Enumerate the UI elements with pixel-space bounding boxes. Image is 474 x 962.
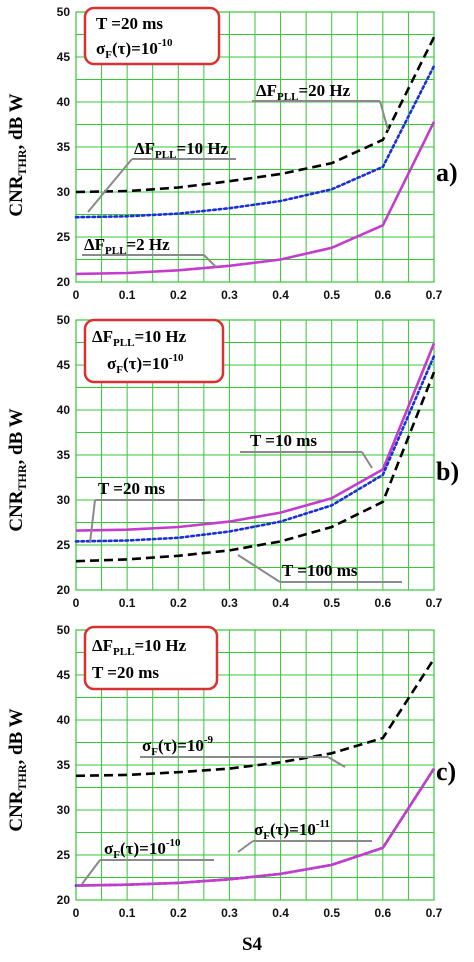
panel-c-series-solid-line	[75, 767, 436, 887]
panel-c-ticks: 0 0.1 0.2 0.3 0.4 0.5 0.6 0.7 20 25 30 35 40 45 50	[57, 623, 443, 920]
panel-a-label-2hz: ΔFPLL=2 Hz	[84, 235, 170, 257]
panel-a-x-tick-label: 0.5	[323, 288, 340, 302]
panel-a-ticks: 0 0.1 0.2 0.3 0.4 0.5 0.6 0.7 20 25 30 35 40 45 50	[57, 5, 443, 302]
panel-a-x-tick-label: 0	[73, 288, 80, 302]
panel-a-x-tick-label: 0.7	[426, 288, 443, 302]
panel-b-y-tick-label: 45	[57, 358, 71, 372]
panel-a-y-axis-label: CNRTHR, dB W	[6, 93, 29, 216]
panel-b-x-tick-label: 0	[73, 596, 80, 610]
panel-b-series-dotted-line	[74, 354, 436, 543]
panel-c-x-tick-label: 0	[73, 906, 80, 920]
panel-b-x-tick-label: 0.2	[170, 596, 187, 610]
panel-b-leader-10ms-diag	[361, 451, 373, 469]
panel-c-leader-10-diag	[81, 859, 101, 885]
panel-c-leader-11-diag	[237, 840, 254, 853]
panel-b: 0 0.1 0.2 0.3 0.4 0.5 0.6 0.7 20 25 30 35 40 45 50 CNR…	[6, 313, 459, 610]
panel-c-leader-9-diag	[327, 756, 346, 768]
panel-a-y-tick-label: 50	[57, 5, 71, 19]
panel-b-x-tick-label: 0.6	[375, 596, 392, 610]
panel-a-y-tick-label: 35	[57, 140, 71, 154]
panel-c-y-axis-label: CNRTHR, dB W	[6, 708, 29, 831]
panel-a-x-tick-label: 0.1	[119, 288, 136, 302]
panel-b-leader-100ms	[237, 554, 281, 583]
panel-c-x-tick-label: 0.5	[323, 906, 340, 920]
panel-b-series	[74, 342, 436, 563]
panel-c-x-tick-label: 0.7	[426, 906, 443, 920]
panel-c-info-box	[83, 625, 219, 691]
panel-b-x-tick-label: 0.1	[119, 596, 136, 610]
panel-a-y-tick-label: 45	[57, 50, 71, 64]
panel-a-y-tick-label: 30	[57, 185, 71, 199]
panel-b-label-10ms: T =10 ms	[250, 431, 317, 450]
panel-b-label-20ms: T =20 ms	[98, 479, 165, 498]
panel-a-label: a)	[436, 158, 458, 187]
panel-a-y-tick-label: 25	[57, 230, 71, 244]
panel-a-box-line-1: T =20 ms	[96, 14, 163, 33]
panel-b-ticks: 0 0.1 0.2 0.3 0.4 0.5 0.6 0.7 20 25 30 35 40 45 50	[57, 313, 443, 610]
x-axis-label: S4	[242, 934, 263, 955]
panel-b-y-tick-label: 25	[57, 538, 71, 552]
panel-a-label-10hz: ΔFPLL=10 Hz	[134, 139, 229, 161]
panel-a-x-tick-label: 0.3	[221, 288, 238, 302]
panel-c-x-tick-label: 0.6	[375, 906, 392, 920]
panel-a-leader-2hz-diag	[203, 254, 217, 268]
panel-c-box-line-1: ΔFPLL=10 Hz	[92, 636, 187, 658]
panel-a-x-tick-label: 0.6	[375, 288, 392, 302]
panel-a-info-box	[83, 6, 221, 66]
panel-a-leader-20hz-diag	[379, 100, 389, 131]
panel-c: 0 0.1 0.2 0.3 0.4 0.5 0.6 0.7 20 25 30 35 40 45 50 CNR…	[6, 623, 456, 955]
panel-c-y-tick-label: 50	[57, 623, 71, 637]
panel-c-y-tick-label: 35	[57, 758, 71, 772]
panel-b-y-tick-label: 35	[57, 448, 71, 462]
panel-c-label: c)	[436, 757, 456, 786]
panel-b-y-tick-label: 30	[57, 493, 71, 507]
panel-c-x-tick-label: 0.4	[272, 906, 289, 920]
panel-a-series-dashed-line	[75, 36, 436, 194]
panel-b-series-dashed-line	[75, 371, 436, 563]
panel-b-y-tick-label: 20	[57, 583, 71, 597]
panel-b-x-tick-label: 0.7	[426, 596, 443, 610]
panel-c-y-tick-label: 45	[57, 668, 71, 682]
panel-a-y-tick-label: 40	[57, 95, 71, 109]
panel-c-series-dashed-line	[75, 658, 436, 778]
panel-c-series	[74, 658, 436, 887]
panel-c-x-tick-label: 0.3	[221, 906, 238, 920]
panel-c-box-line-2: T =20 ms	[92, 663, 159, 682]
panel-c-x-tick-label: 0.2	[170, 906, 187, 920]
panel-a-y-tick-label: 20	[57, 275, 71, 289]
panel-b-leader-20ms-diag	[89, 499, 96, 544]
panel-b-info-box	[83, 318, 225, 384]
panel-b-label: b)	[436, 457, 459, 486]
panel-b-box-line-1: ΔFPLL=10 Hz	[92, 327, 187, 349]
panel-b-x-tick-label: 0.5	[323, 596, 340, 610]
panel-b-x-tick-label: 0.4	[272, 596, 289, 610]
panel-c-y-tick-label: 40	[57, 713, 71, 727]
panel-a-x-tick-label: 0.2	[170, 288, 187, 302]
panel-a-series	[74, 36, 436, 276]
panel-c-y-tick-label: 25	[57, 848, 71, 862]
panel-a-x-tick-label: 0.4	[272, 288, 289, 302]
panel-b-x-tick-label: 0.3	[221, 596, 238, 610]
panel-b-y-tick-label: 40	[57, 403, 71, 417]
panel-c-y-tick-label: 30	[57, 803, 71, 817]
panel-b-y-tick-label: 50	[57, 313, 71, 327]
panel-c-x-tick-label: 0.1	[119, 906, 136, 920]
panel-a-leader-10hz-diag	[87, 158, 133, 213]
panel-b-series-solid-line	[75, 342, 436, 532]
panel-c-y-tick-label: 20	[57, 893, 71, 907]
panel-a: 0 0.1 0.2 0.3 0.4 0.5 0.6 0.7 20 25 30 35 40 45 50 CNR…	[6, 5, 458, 302]
panel-b-label-100ms: T =100 ms	[282, 561, 358, 580]
panel-a-series-solid-line	[75, 121, 436, 276]
panel-b-y-axis-label: CNRTHR, dB W	[6, 408, 29, 531]
panel-a-series-dotted-line	[74, 64, 436, 219]
panel-a-label-20hz: ΔFPLL=20 Hz	[256, 81, 351, 103]
